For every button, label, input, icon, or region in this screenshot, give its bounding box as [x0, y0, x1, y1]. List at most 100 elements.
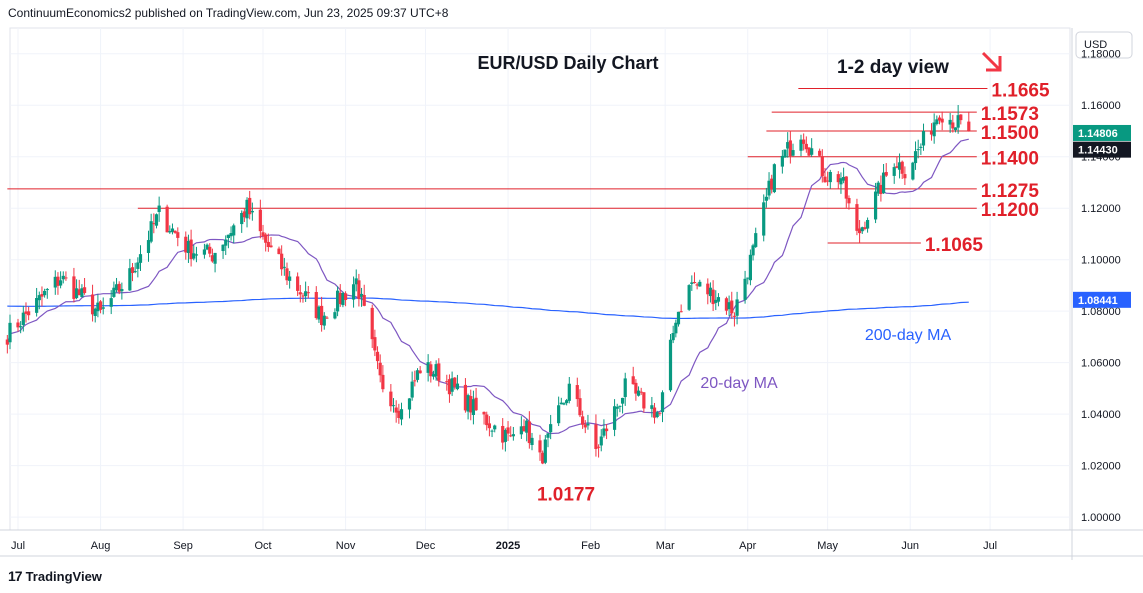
ma20-line — [6, 138, 969, 435]
candle-body — [306, 292, 310, 294]
candle-body — [128, 268, 132, 291]
candle-body — [335, 290, 340, 312]
candle-body — [463, 384, 468, 411]
candle-body — [695, 284, 699, 286]
candle-body — [612, 406, 617, 430]
candle-body — [698, 281, 702, 287]
candle-body — [485, 414, 489, 426]
candle-body — [767, 180, 771, 196]
candle-body — [133, 271, 137, 273]
candle-body — [282, 266, 286, 268]
attribution-header: ContinuumEconomics2 published on Trading… — [8, 6, 449, 20]
candle-body — [64, 277, 68, 279]
tradingview-logo-icon: 17 — [8, 568, 23, 584]
candle-body — [762, 202, 766, 236]
candle-body — [522, 426, 526, 432]
candle-body — [967, 121, 971, 131]
ma20-price-tag-bg — [1073, 141, 1131, 158]
candle-body — [509, 435, 513, 437]
candle-body — [842, 177, 846, 181]
candle-body — [288, 276, 292, 281]
candle-body — [250, 211, 254, 213]
candle-body — [317, 306, 321, 320]
candle-body — [21, 312, 25, 326]
x-tick-label: May — [817, 540, 838, 552]
x-tick-label: Nov — [336, 540, 356, 552]
level-label: 1.1665 — [991, 80, 1050, 101]
candle-body — [482, 411, 486, 415]
candle-body — [921, 131, 926, 146]
candle-body — [418, 370, 422, 374]
candle-body — [956, 115, 960, 128]
candle-body — [935, 119, 939, 124]
candle-body — [530, 437, 534, 446]
candle-body — [53, 276, 57, 288]
candle-body — [823, 176, 827, 183]
candle-body — [149, 221, 153, 242]
candle-body — [562, 403, 566, 405]
ma200-price-tag: 1.08441 — [1078, 295, 1118, 307]
ma200-path — [7, 297, 969, 320]
candle-body — [184, 236, 188, 253]
candle-body — [152, 223, 156, 225]
candle-body — [727, 302, 731, 310]
candle-body — [865, 220, 870, 229]
candle-body — [602, 428, 606, 436]
chart-subtitle: 1-2 day view — [837, 57, 949, 78]
y-tick-label: 1.10000 — [1081, 255, 1121, 267]
candle-body — [450, 378, 454, 392]
candle-body — [333, 312, 337, 319]
candle-body — [370, 307, 374, 340]
candle-body — [434, 364, 438, 377]
candle-body — [298, 292, 302, 295]
candle-body — [43, 290, 47, 296]
candle-body — [56, 276, 60, 286]
candle-body — [772, 164, 776, 193]
candle-body — [245, 199, 249, 219]
candle-body — [82, 287, 87, 294]
candle-body — [19, 326, 23, 328]
candle-body — [541, 452, 545, 464]
candle-body — [895, 166, 899, 168]
candle-body — [642, 392, 646, 409]
candle-body — [634, 382, 638, 394]
candle-body — [660, 392, 665, 413]
candle-body — [658, 412, 662, 414]
candle-body — [940, 118, 944, 123]
x-tick-label: Jul — [11, 540, 25, 552]
candle-body — [839, 178, 843, 185]
candle-body — [788, 140, 792, 156]
candle-body — [229, 233, 233, 237]
tradingview-footer[interactable]: 17 TradingView — [8, 568, 102, 584]
candle-body — [375, 351, 380, 362]
candle-body — [362, 294, 366, 306]
candle-body — [45, 289, 49, 291]
ma200-line — [7, 297, 969, 320]
candle-body — [357, 280, 361, 299]
candle-body — [604, 428, 609, 432]
candles — [5, 105, 971, 465]
candle-body — [847, 198, 851, 204]
candle-body — [511, 434, 515, 437]
x-tick-label: Sep — [173, 540, 193, 552]
candle-body — [668, 339, 673, 391]
candle-body — [8, 322, 12, 343]
candle-body — [631, 376, 635, 385]
candle-body — [138, 254, 143, 263]
candle-body — [919, 146, 923, 148]
candle-body — [117, 283, 121, 292]
candle-body — [791, 150, 795, 156]
ma20-price-tag: 1.14430 — [1078, 145, 1118, 157]
candle-body — [373, 337, 377, 351]
candle-body — [378, 362, 382, 376]
candle-body — [109, 298, 113, 307]
candle-body — [519, 426, 523, 435]
candle-body — [157, 205, 161, 212]
candle-body — [232, 225, 236, 236]
candle-body — [692, 282, 697, 284]
ma20-label: 20-day MA — [700, 375, 778, 392]
candle-body — [208, 246, 212, 254]
candle-body — [490, 430, 494, 432]
